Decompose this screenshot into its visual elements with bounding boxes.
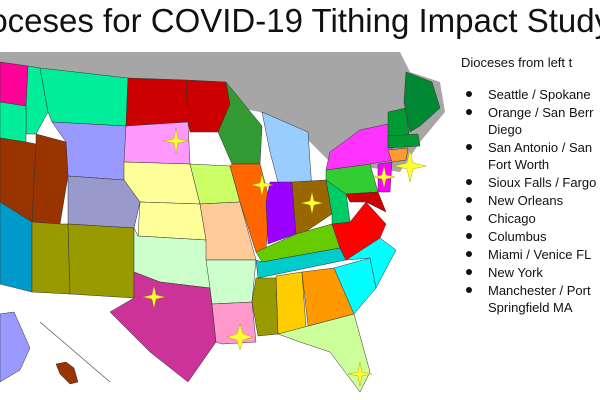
star-columbus	[300, 191, 324, 215]
legend-item: New Orleans	[461, 192, 600, 209]
legend-item-line: Fort Worth	[488, 157, 550, 172]
legend-item-line: New Orleans	[488, 193, 564, 208]
inset-divider	[39, 321, 111, 383]
legend-item: Chicago	[461, 210, 600, 227]
state-mississippi	[251, 277, 279, 337]
state-alabama	[275, 271, 307, 335]
state-kansas	[137, 201, 207, 241]
state-alaska	[0, 311, 31, 383]
legend-item-line: Columbus	[488, 229, 547, 244]
state-maryland	[345, 191, 387, 213]
diocese-stars	[142, 127, 427, 387]
legend-item-line: Springfield MA	[488, 300, 573, 315]
legend-item: Columbus	[461, 228, 600, 245]
state-south-dakota	[123, 121, 191, 165]
legend-item: New York	[461, 264, 600, 281]
legend-item: Orange / San Berr Diego	[461, 104, 600, 138]
legend-item-line: Diego	[488, 122, 522, 137]
legend: Dioceses from left t Seattle / Spokane O…	[461, 55, 600, 317]
state-arizona	[31, 221, 71, 295]
state-arkansas	[205, 259, 257, 305]
legend-list: Seattle / Spokane Orange / San Berr Diego…	[461, 86, 600, 316]
state-north-dakota	[125, 77, 189, 127]
legend-item-line: Manchester / Port	[488, 283, 591, 298]
star-san-antonio	[142, 285, 166, 309]
state-washington	[0, 61, 29, 107]
legend-item: Manchester / Port Springfield MA	[461, 282, 600, 316]
legend-item-line: San Antonio / San	[488, 140, 593, 155]
state-regions	[0, 61, 441, 393]
star-chicago	[250, 173, 274, 197]
legend-item-line: Seattle / Spokane	[488, 87, 591, 102]
star-miami	[347, 361, 373, 387]
legend-item-line: Chicago	[488, 211, 536, 226]
state-massachusetts	[387, 133, 421, 149]
state-connecticut	[387, 147, 409, 163]
state-maine	[403, 71, 441, 133]
legend-item: Sioux Falls / Fargo	[461, 174, 600, 191]
legend-item: Seattle / Spokane	[461, 86, 600, 103]
legend-item-line: New York	[488, 265, 543, 280]
star-sioux-falls	[162, 127, 190, 155]
legend-item-line: Sioux Falls / Fargo	[488, 175, 597, 190]
state-utah	[31, 133, 69, 225]
legend-item: Miami / Venice FL	[461, 246, 600, 263]
state-oregon	[0, 101, 27, 143]
legend-item: San Antonio / San Fort Worth	[461, 139, 600, 173]
legend-item-line: Miami / Venice FL	[488, 247, 592, 262]
page-title: ioceses for COVID-19 Tithing Impact Stud…	[0, 2, 600, 39]
star-new-orleans	[226, 323, 254, 351]
us-map	[0, 52, 445, 393]
state-new-mexico	[67, 223, 135, 299]
star-springfield	[393, 149, 427, 183]
legend-title: Dioceses from left t	[461, 55, 573, 70]
star-new-york	[372, 165, 396, 189]
state-texas	[109, 271, 217, 383]
state-hawaii	[55, 361, 79, 385]
state-virginia	[331, 201, 387, 261]
state-montana	[39, 67, 129, 127]
state-colorado	[67, 175, 141, 229]
legend-item-line: Orange / San Berr	[488, 105, 594, 120]
state-indiana	[265, 181, 297, 245]
